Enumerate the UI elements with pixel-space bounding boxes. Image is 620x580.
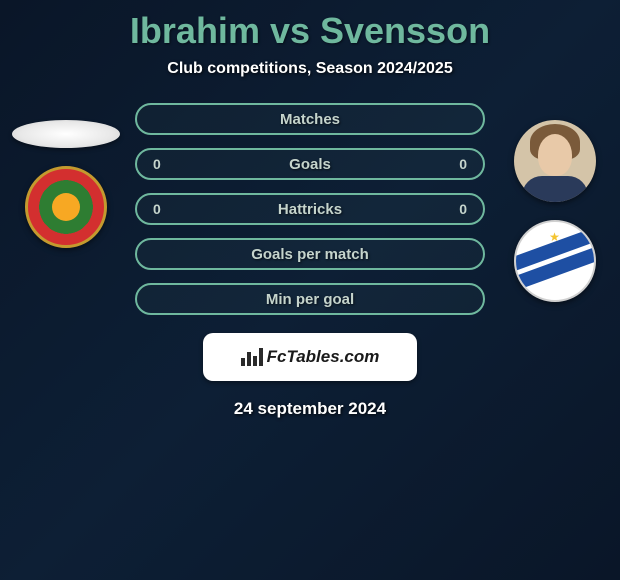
stat-rows: Matches 0 Goals 0 0 Hattricks 0 Goals pe… [135, 103, 485, 315]
left-player-column [8, 120, 123, 248]
stat-row-goals: 0 Goals 0 [135, 148, 485, 180]
stat-row-hattricks: 0 Hattricks 0 [135, 193, 485, 225]
stat-label: Hattricks [173, 201, 447, 218]
stat-row-matches: Matches [135, 103, 485, 135]
stat-label: Goals [173, 156, 447, 173]
page-subtitle: Club competitions, Season 2024/2025 [0, 60, 620, 78]
stat-label: Goals per match [173, 246, 447, 263]
right-player-column: ★ [497, 120, 612, 302]
date-text: 24 september 2024 [0, 399, 620, 419]
branding-box[interactable]: FcTables.com [203, 333, 417, 381]
player-photo-placeholder [12, 120, 120, 148]
player-photo [514, 120, 596, 202]
club-logo-left [25, 166, 107, 248]
stat-left-value: 0 [153, 201, 173, 217]
stat-left-value: 0 [153, 156, 173, 172]
stat-label: Matches [173, 111, 447, 128]
club-logo-right: ★ [514, 220, 596, 302]
bar-chart-icon [241, 348, 263, 366]
stat-row-goals-per-match: Goals per match [135, 238, 485, 270]
page-title: Ibrahim vs Svensson [0, 10, 620, 52]
stat-right-value: 0 [447, 156, 467, 172]
stat-row-min-per-goal: Min per goal [135, 283, 485, 315]
stat-label: Min per goal [173, 291, 447, 308]
stat-right-value: 0 [447, 201, 467, 217]
branding-label: FcTables.com [267, 347, 380, 367]
